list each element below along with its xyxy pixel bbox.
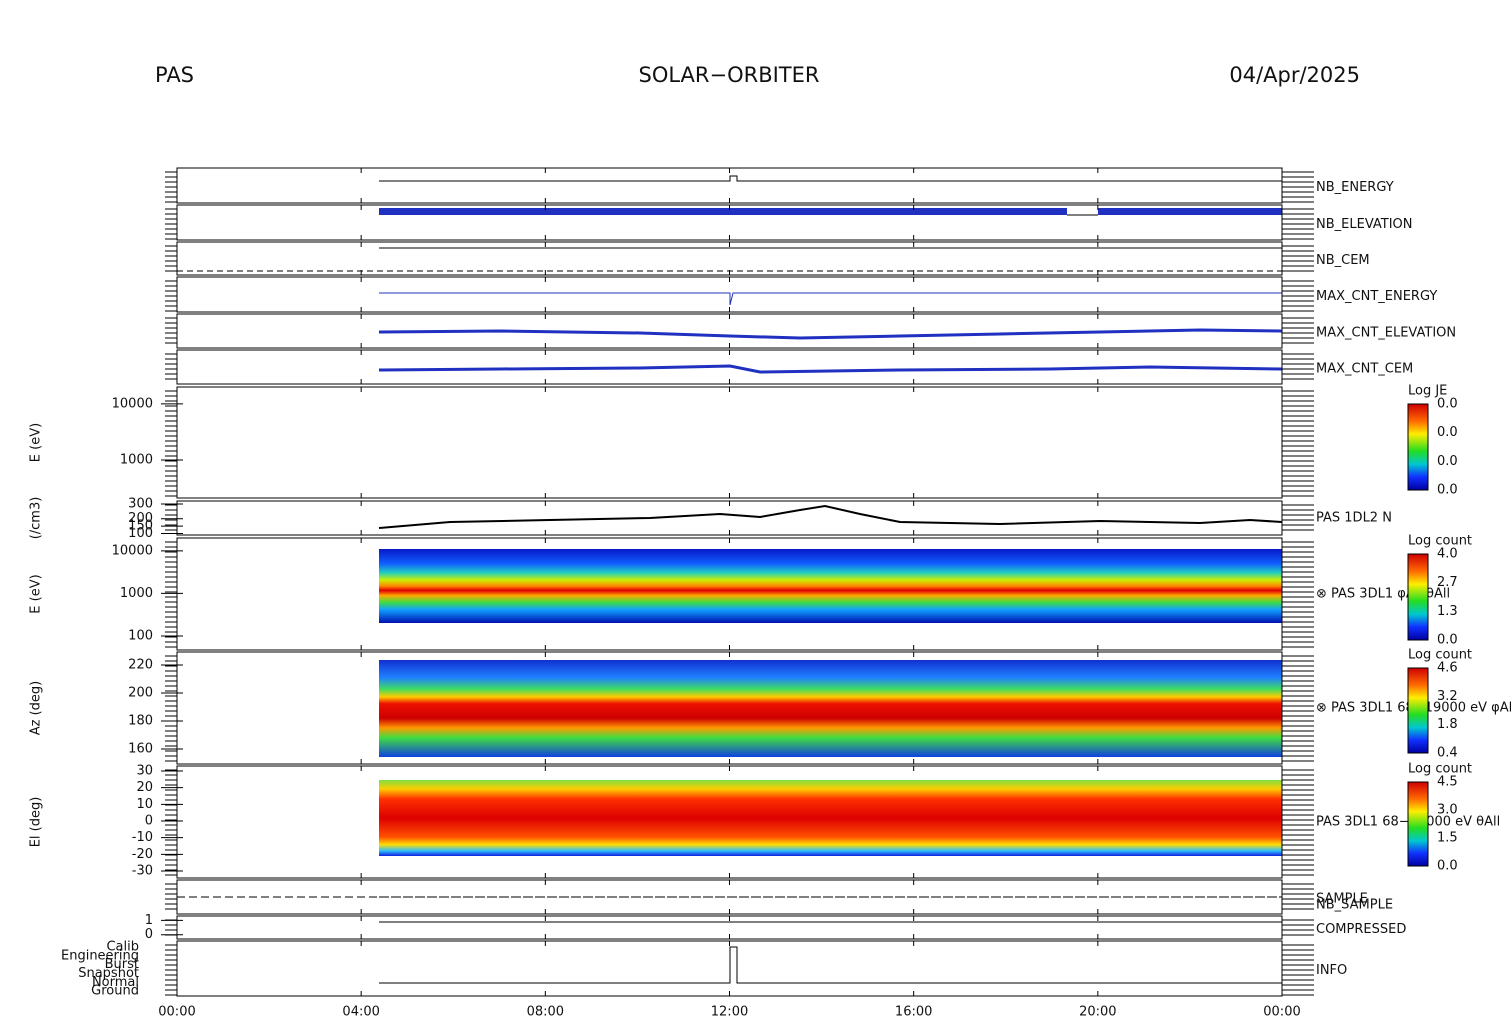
y-tick-label: 1 (145, 913, 153, 928)
category-label: Calib (106, 940, 139, 955)
colorbar-title: Log count (1408, 648, 1472, 663)
colorbar-label: 1.3 (1437, 604, 1458, 619)
header: PAS SOLAR−ORBITER 04/Apr/2025 (155, 63, 1360, 87)
y-tick-label: 10000 (112, 543, 153, 558)
y-tick-label: 100 (128, 629, 153, 644)
colorbar (1407, 403, 1429, 491)
max-cnt-cem-trace (378, 364, 1283, 374)
max-cnt-energy-trace (379, 292, 1282, 306)
y-tick-label: 150 (128, 519, 153, 534)
y-tick-label: 1000 (120, 452, 153, 467)
panel-label: INFO (1316, 963, 1347, 978)
panel-frame (176, 500, 1283, 536)
y-tick-label: 220 (128, 658, 153, 673)
panel-label: NB_ELEVATION (1316, 217, 1413, 232)
header-left: PAS (155, 63, 194, 87)
y-tick-label: 180 (128, 714, 153, 729)
colorbar-label: 1.8 (1437, 717, 1458, 732)
y-tick-label: 10 (136, 797, 153, 812)
nb-elevation-trace (1098, 208, 1282, 215)
y-tick-label: 100 (128, 526, 153, 541)
x-tick-label: 20:00 (1079, 1005, 1116, 1020)
nb-elevation-trace (379, 208, 1067, 215)
y-tick-label: 20 (136, 780, 153, 795)
panel-frame (176, 386, 1283, 499)
panel-label: NB_CEM (1316, 253, 1370, 268)
colorbar-label: 4.0 (1437, 547, 1458, 562)
y-axis-label: E (eV) (29, 574, 44, 613)
colorbar-label: 0.0 (1437, 633, 1458, 648)
panel-label: NB_ENERGY (1316, 180, 1394, 195)
panel-label: SAMPLE (1316, 892, 1368, 907)
panel-label: COMPRESSED (1316, 922, 1406, 937)
colorbar-label: 0.0 (1437, 425, 1458, 440)
colorbar-title: Log JE (1408, 384, 1447, 399)
panel-label: ⊗ PAS 3DL1 φAll θAll (1316, 587, 1450, 602)
traces (177, 175, 1283, 984)
header-right: 04/Apr/2025 (1229, 63, 1360, 87)
panel-label: MAX_CNT_ENERGY (1316, 289, 1437, 304)
category-label: Snapshot (78, 966, 139, 981)
panel-label: MAX_CNT_CEM (1316, 362, 1413, 377)
y-tick-label: 10000 (112, 396, 153, 411)
panel-label: NB_SAMPLE (1316, 898, 1393, 913)
y-axis-label: Az (deg) (29, 681, 44, 736)
y-axis-label: (/cm3) (29, 497, 44, 540)
energy-spectrogram (379, 549, 1282, 623)
colorbar-label: 1.5 (1437, 831, 1458, 846)
x-tick-label: 16:00 (895, 1005, 932, 1020)
colorbar-label: 4.6 (1437, 661, 1458, 676)
colorbar-label: 3.2 (1437, 689, 1458, 704)
x-tick-label: 08:00 (527, 1005, 564, 1020)
colorbar (1407, 781, 1429, 867)
colorbar-label: 0.4 (1437, 746, 1458, 761)
x-tick-label: 04:00 (342, 1005, 379, 1020)
x-tick-label: 12:00 (711, 1005, 748, 1020)
max-cnt-elevation-trace (378, 328, 1283, 340)
colorbar-label: 0.0 (1437, 859, 1458, 874)
azimuth-spectrogram (379, 660, 1282, 757)
y-tick-label: 160 (128, 742, 153, 757)
y-tick-label: -20 (132, 847, 153, 862)
nb-energy-trace (379, 175, 1282, 182)
x-tick-label: 00:00 (158, 1005, 195, 1020)
category-label: Ground (91, 984, 139, 999)
y-tick-label: 0 (145, 814, 153, 829)
header-center: SOLAR−ORBITER (638, 63, 819, 87)
y-tick-label: -30 (132, 864, 153, 879)
colorbar-label: 4.5 (1437, 775, 1458, 790)
y-tick-label: -10 (132, 830, 153, 845)
elevation-spectrogram (379, 780, 1282, 856)
colorbar (1407, 553, 1429, 641)
colorbar-title: Log count (1408, 762, 1472, 777)
density-trace (378, 504, 1283, 529)
y-tick-label: 200 (128, 511, 153, 526)
category-label: Normal (92, 975, 139, 990)
category-label: Engineering (61, 948, 139, 963)
panel-label: PAS 1DL2 N (1316, 511, 1392, 526)
y-tick-label: 30 (136, 764, 153, 779)
colorbar-label: 3.0 (1437, 803, 1458, 818)
colorbar-label: 0.0 (1437, 454, 1458, 469)
y-tick-label: 1000 (120, 586, 153, 601)
colorbar-label: 2.7 (1437, 575, 1458, 590)
colorbar (1407, 667, 1429, 754)
colorbar-label: 0.0 (1437, 483, 1458, 498)
y-axis-label: E (eV) (29, 423, 44, 462)
y-tick-label: 0 (145, 927, 153, 942)
x-tick-label: 00:00 (1263, 1005, 1300, 1020)
panel-label: MAX_CNT_ELEVATION (1316, 326, 1456, 341)
y-tick-label: 300 (128, 496, 153, 511)
category-label: Burst (105, 957, 139, 972)
y-tick-label: 200 (128, 686, 153, 701)
panel-frame (176, 167, 1283, 204)
y-axis-label: El (deg) (29, 797, 44, 848)
info-trace (379, 946, 1282, 984)
colorbar-title: Log count (1408, 534, 1472, 549)
colorbar-label: 0.0 (1437, 397, 1458, 412)
